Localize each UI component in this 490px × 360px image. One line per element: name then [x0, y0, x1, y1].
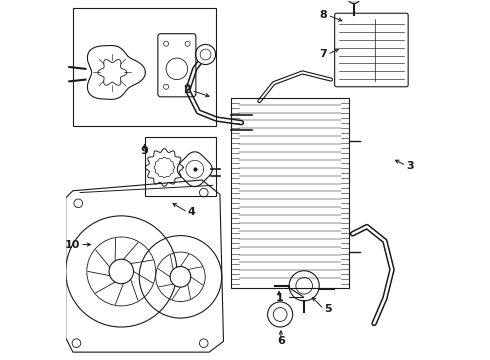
Text: 3: 3	[406, 161, 414, 171]
Circle shape	[200, 49, 211, 60]
Circle shape	[347, 0, 360, 4]
Circle shape	[196, 44, 216, 64]
Text: 5: 5	[324, 304, 332, 314]
Text: 7: 7	[320, 49, 327, 59]
Text: 8: 8	[320, 10, 327, 20]
Text: 4: 4	[188, 207, 196, 217]
Circle shape	[170, 266, 191, 287]
Text: 1: 1	[275, 293, 283, 303]
Text: 9: 9	[141, 146, 148, 156]
Bar	[73, 8, 216, 126]
Bar	[145, 137, 216, 196]
Text: 10: 10	[65, 239, 80, 249]
Text: 6: 6	[277, 336, 285, 346]
Bar	[231, 98, 349, 288]
Text: 2: 2	[183, 85, 191, 95]
